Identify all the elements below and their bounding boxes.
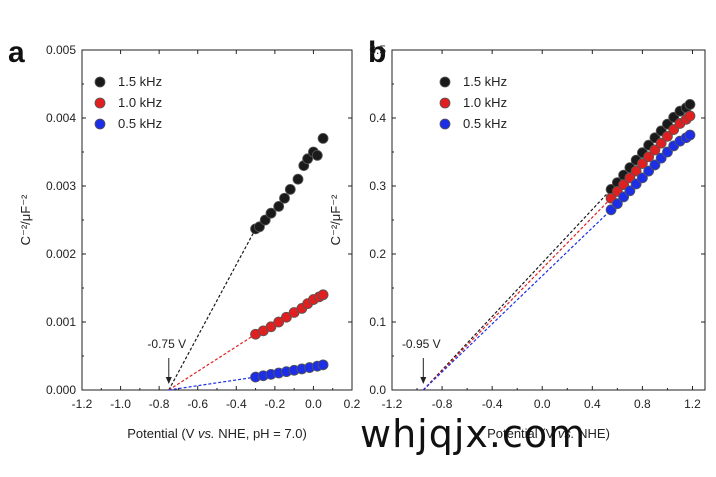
- y-tick-label: 0.5: [369, 43, 386, 57]
- annotation-label: -0.75 V: [147, 337, 186, 351]
- data-point: [684, 129, 696, 141]
- legend-label: 0.5 kHz: [118, 116, 162, 131]
- x-tick-label: -0.8: [149, 397, 170, 411]
- annotation-label: -0.95 V: [402, 337, 441, 351]
- data-point: [284, 183, 296, 195]
- x-axis-title-part: Potential (V: [127, 426, 198, 441]
- x-tick-label: -0.6: [187, 397, 208, 411]
- y-tick-label: 0.000: [46, 383, 76, 397]
- y-tick-label: 0.002: [46, 247, 76, 261]
- data-point: [611, 198, 623, 210]
- x-axis-title-part: vs.: [198, 426, 215, 441]
- x-tick-label: 0.2: [344, 397, 361, 411]
- y-tick-label: 0.3: [369, 179, 386, 193]
- legend-label: 1.0 kHz: [463, 95, 507, 110]
- x-tick-label: 0.0: [305, 397, 322, 411]
- x-axis-title: Potential (V vs. NHE): [487, 426, 610, 441]
- y-tick-label: 0.005: [46, 43, 76, 57]
- legend-marker: [94, 118, 106, 130]
- y-axis-title: C⁻²/μF⁻²: [18, 194, 33, 245]
- data-point: [643, 151, 655, 163]
- annotation-arrow-head: [165, 377, 172, 384]
- panel-letter-a: a: [8, 36, 25, 69]
- x-tick-label: -0.4: [482, 397, 503, 411]
- data-point: [273, 200, 285, 212]
- data-point: [302, 153, 314, 165]
- data-point: [662, 130, 673, 142]
- y-axis-title: C⁻²/μF⁻²: [328, 194, 343, 245]
- chart-panel-b: -1.2 -0.8 -0.4 0.0 0.4 0.8 1.2 0.0 0.1 0.2 0.3 0.4 0…: [328, 43, 706, 441]
- legend-label: 0.5 kHz: [463, 116, 507, 131]
- x-tick-label: -1.2: [72, 397, 93, 411]
- legend-label: 1.5 kHz: [118, 74, 162, 89]
- fit-line: [422, 197, 612, 391]
- y-tick-label: 0.0: [369, 383, 386, 397]
- x-tick-label: 0.8: [634, 397, 651, 411]
- x-axis-title-part: NHE): [575, 426, 610, 441]
- fit-line: [168, 376, 256, 391]
- data-point: [649, 159, 661, 171]
- fit-line: [168, 228, 257, 391]
- data-point: [311, 149, 323, 161]
- legend-marker: [94, 76, 106, 88]
- panel-letter-b: b: [368, 36, 386, 69]
- data-point: [281, 311, 292, 323]
- y-tick-label: 0.4: [369, 111, 386, 125]
- data-point: [637, 158, 648, 169]
- x-tick-label: 1.2: [684, 397, 701, 411]
- data-point: [317, 359, 329, 371]
- data-point: [684, 110, 696, 122]
- data-point: [684, 99, 696, 110]
- data-point: [279, 192, 290, 204]
- x-tick-label: -0.4: [226, 397, 247, 411]
- legend-label: 1.0 kHz: [118, 95, 162, 110]
- y-tick-label: 0.004: [46, 111, 76, 125]
- data-point: [630, 165, 642, 177]
- fit-line: [422, 188, 612, 391]
- data-point: [254, 221, 265, 233]
- data-point: [273, 316, 285, 328]
- legend-marker: [439, 118, 451, 130]
- legend-marker: [94, 97, 106, 109]
- x-axis-title-part: vs.: [558, 426, 575, 441]
- fit-line: [168, 333, 256, 391]
- data-point: [317, 289, 329, 301]
- fit-line: [422, 209, 612, 391]
- data-point: [265, 207, 277, 219]
- x-axis-title-part: Potential (V: [487, 426, 558, 441]
- x-axis-title: Potential (V vs. NHE, pH = 7.0): [127, 426, 307, 441]
- y-tick-label: 0.003: [46, 179, 76, 193]
- data-point: [637, 172, 648, 184]
- watermark-text: whjqjx.com: [360, 412, 587, 456]
- chart-panel-a: -1.2 -1.0 -0.8 -0.6 -0.4 -0.2 0.0 0.2 0.000 0.001…: [18, 43, 361, 441]
- data-point: [265, 321, 277, 333]
- x-axis-title-part: NHE, pH = 7.0): [215, 426, 307, 441]
- annotation-arrow-head: [420, 377, 427, 384]
- legend-marker: [439, 97, 451, 109]
- x-tick-label: 0.0: [534, 397, 551, 411]
- x-tick-label: -1.0: [110, 397, 131, 411]
- y-tick-label: 0.1: [369, 315, 386, 329]
- data-point: [259, 214, 271, 226]
- y-tick-label: 0.001: [46, 315, 76, 329]
- data-point: [292, 173, 304, 185]
- data-point: [624, 185, 636, 197]
- data-point: [317, 132, 329, 144]
- data-point: [649, 144, 661, 156]
- x-tick-label: -0.2: [265, 397, 286, 411]
- x-tick-label: -0.8: [432, 397, 453, 411]
- x-tick-label: 0.4: [584, 397, 601, 411]
- legend-marker: [439, 76, 451, 88]
- data-point: [655, 137, 667, 149]
- legend-label: 1.5 kHz: [463, 74, 507, 89]
- x-tick-label: -1.2: [382, 397, 403, 411]
- y-tick-label: 0.2: [369, 247, 386, 261]
